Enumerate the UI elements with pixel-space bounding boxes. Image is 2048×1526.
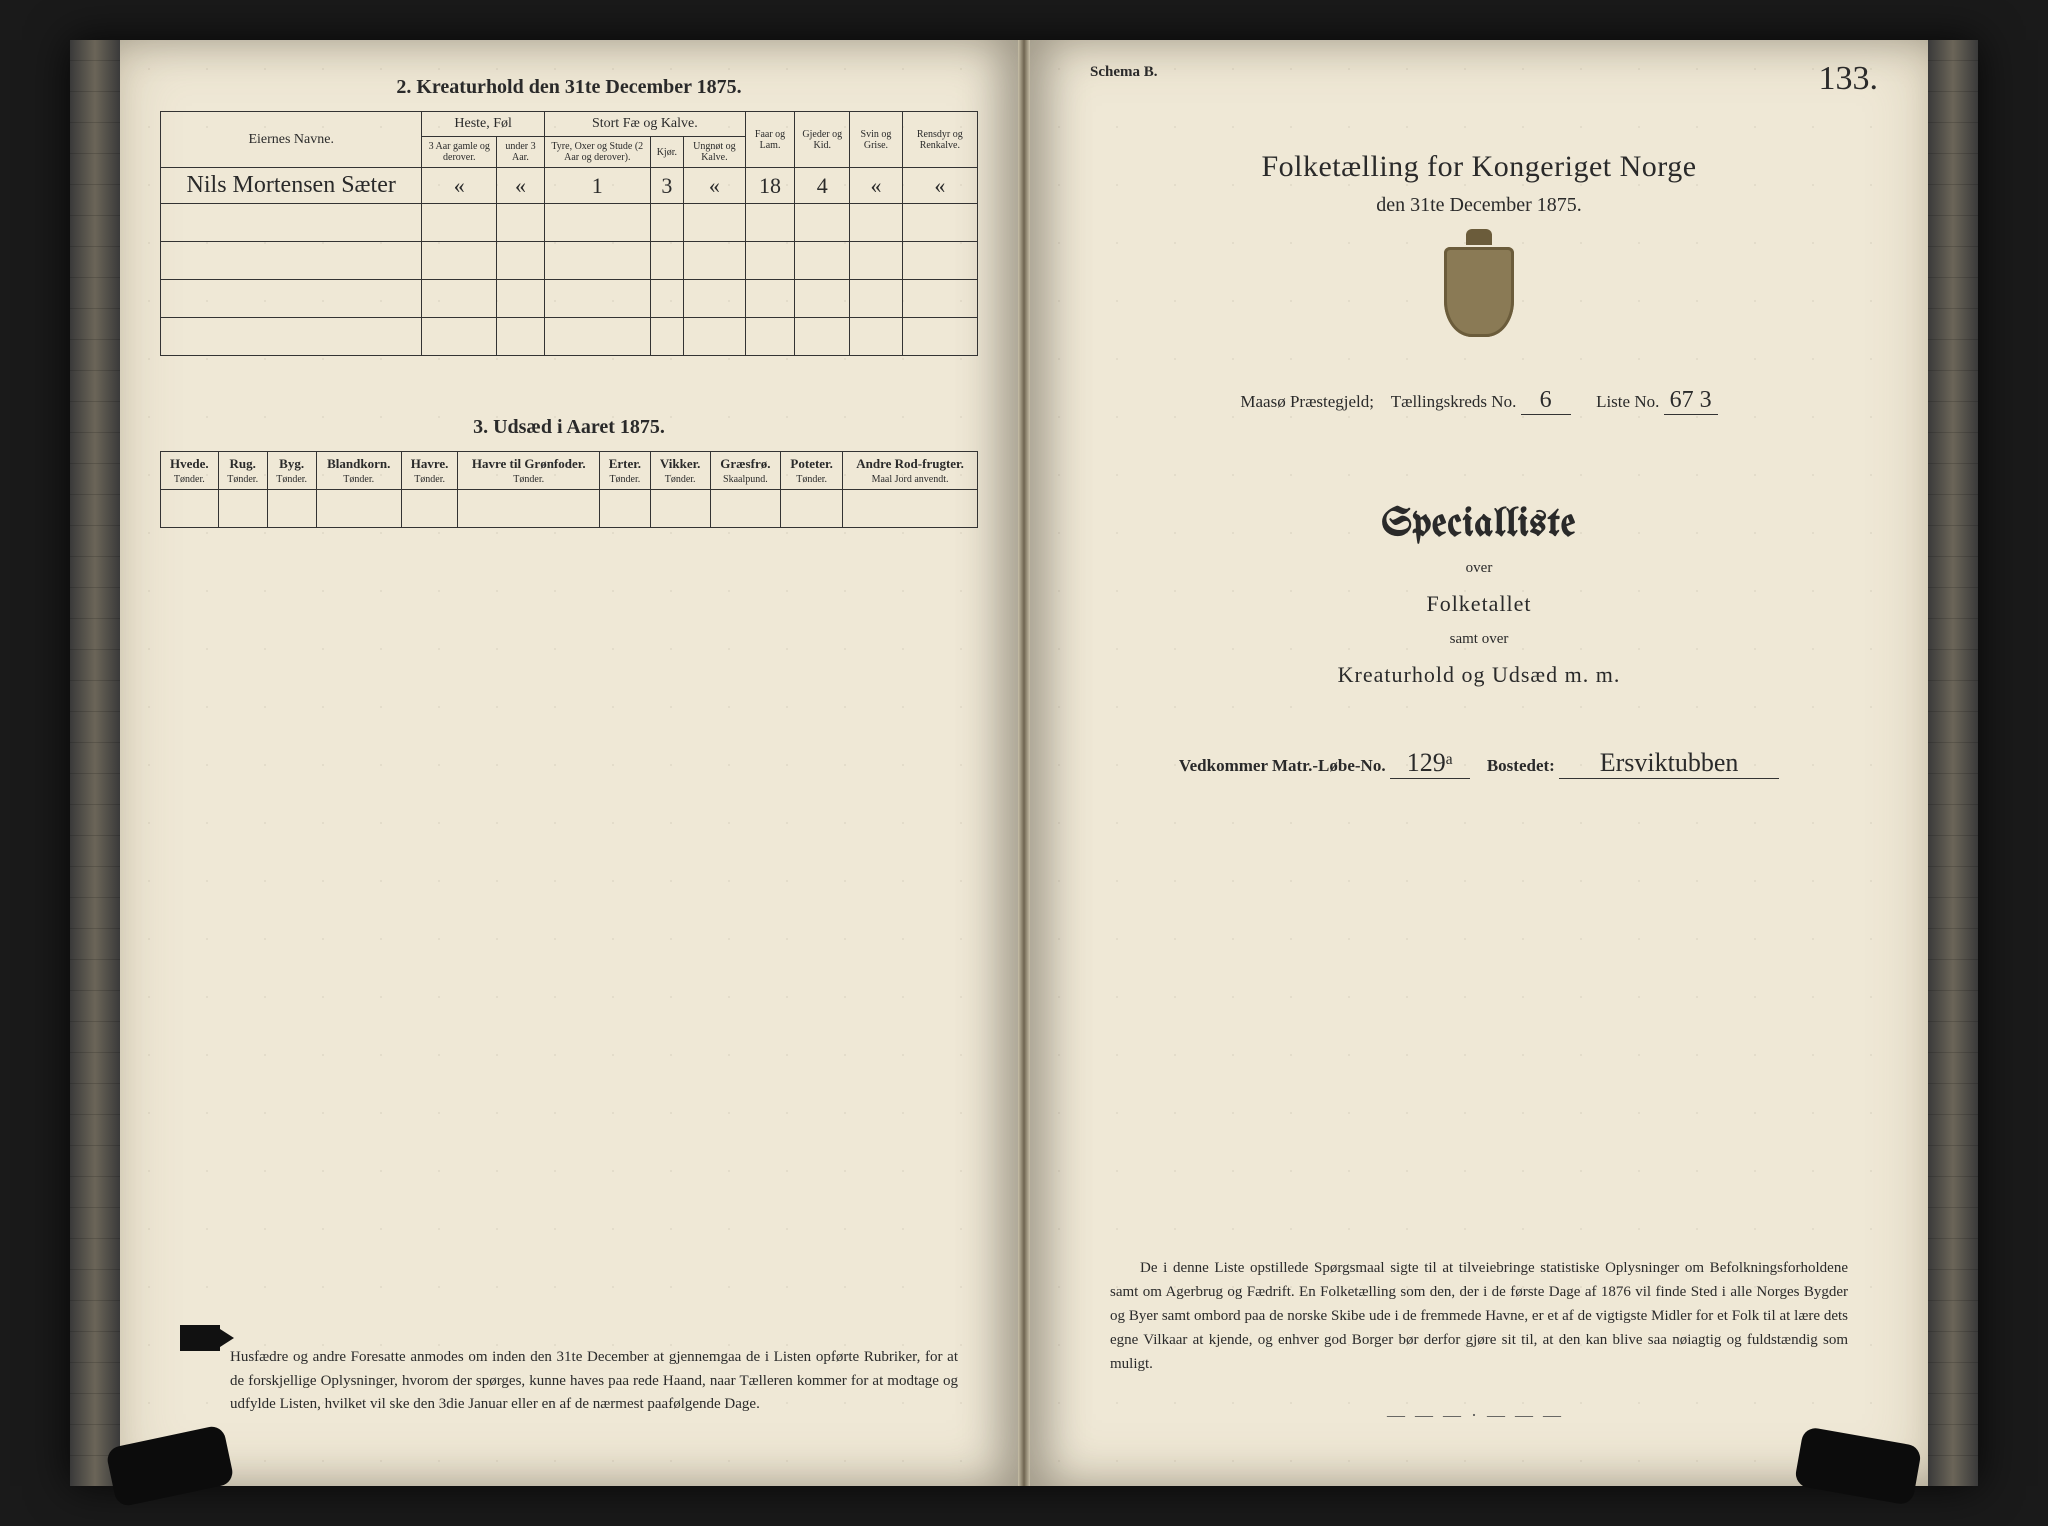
cell: « bbox=[850, 168, 902, 204]
seed-col: Vikker.Tønder. bbox=[650, 452, 710, 490]
liste-label: Liste No. bbox=[1596, 392, 1659, 411]
specialliste-heading: Specialliste bbox=[1070, 505, 1888, 546]
seed-col: Andre Rod-frugter.Maal Jord anvendt. bbox=[843, 452, 978, 490]
matr-value: 129ᵃ bbox=[1390, 748, 1470, 779]
livestock-table: Eiernes Navne. Heste, Føl Stort Fæ og Ka… bbox=[160, 111, 978, 356]
pointing-hand-icon bbox=[180, 1325, 220, 1351]
right-paragraph: De i denne Liste opstillede Spørgsmaal s… bbox=[1110, 1256, 1848, 1376]
census-subtitle: den 31te December 1875. bbox=[1070, 194, 1888, 217]
seed-col: Rug.Tønder. bbox=[218, 452, 267, 490]
seed-col: Poteter.Tønder. bbox=[781, 452, 843, 490]
specialliste-block: Specialliste over Folketallet samt over … bbox=[1070, 505, 1888, 688]
cell bbox=[650, 490, 710, 528]
col-owner-name: Eiernes Navne. bbox=[161, 112, 422, 168]
cell bbox=[781, 490, 843, 528]
cell: « bbox=[683, 168, 745, 204]
cell bbox=[161, 490, 219, 528]
cell: 4 bbox=[795, 168, 850, 204]
col-sheep: Faar og Lam. bbox=[745, 112, 794, 168]
open-book: 2. Kreaturhold den 31te December 1875. E… bbox=[70, 40, 1978, 1486]
seed-col: Erter.Tønder. bbox=[600, 452, 651, 490]
census-title: Folketælling for Kongeriget Norge bbox=[1070, 150, 1888, 184]
cell bbox=[600, 490, 651, 528]
liste-value: 67 3 bbox=[1664, 387, 1718, 415]
cell bbox=[458, 490, 600, 528]
table-row bbox=[161, 204, 978, 242]
col-group-cattle: Stort Fæ og Kalve. bbox=[544, 112, 745, 137]
col-group-horses: Heste, Føl bbox=[422, 112, 544, 137]
col-horses-young: under 3 Aar. bbox=[497, 137, 545, 168]
table-row bbox=[161, 318, 978, 356]
special-kreatur: Kreaturhold og Udsæd m. m. bbox=[1070, 662, 1888, 688]
owner-name-cell: Nils Mortensen Sæter bbox=[161, 168, 422, 204]
left-page: 2. Kreaturhold den 31te December 1875. E… bbox=[120, 40, 1018, 1486]
bosted-label: Bostedet: bbox=[1487, 756, 1555, 775]
special-samt: samt over bbox=[1070, 631, 1888, 648]
matr-label: Vedkommer Matr.-Løbe-No. bbox=[1179, 756, 1386, 775]
cell: 3 bbox=[650, 168, 683, 204]
cell bbox=[401, 490, 458, 528]
right-page: Schema B. 133. Folketælling for Kongerig… bbox=[1030, 40, 1928, 1486]
seed-col: Havre til Grønfoder.Tønder. bbox=[458, 452, 600, 490]
cell bbox=[316, 490, 401, 528]
folio-number: 133. bbox=[1819, 60, 1879, 98]
seed-table: Hvede.Tønder.Rug.Tønder.Byg.Tønder.Bland… bbox=[160, 451, 978, 528]
seed-col: Græsfrø.Skaalpund. bbox=[710, 452, 781, 490]
col-cattle-cows: Kjør. bbox=[650, 137, 683, 168]
right-binding bbox=[1928, 40, 1978, 1486]
coat-of-arms-icon bbox=[1444, 247, 1514, 337]
prestegjeld-label: Maasø Præstegjeld; bbox=[1240, 392, 1374, 411]
cell: « bbox=[422, 168, 497, 204]
seed-col: Hvede.Tønder. bbox=[161, 452, 219, 490]
cell bbox=[710, 490, 781, 528]
cell bbox=[843, 490, 978, 528]
section3: 3. Udsæd i Aaret 1875. Hvede.Tønder.Rug.… bbox=[160, 416, 978, 528]
table-row bbox=[161, 490, 978, 528]
book-spine bbox=[1018, 40, 1030, 1486]
cell bbox=[218, 490, 267, 528]
table-row bbox=[161, 280, 978, 318]
cell: « bbox=[902, 168, 977, 204]
matr-line: Vedkommer Matr.-Løbe-No. 129ᵃ Bostedet: … bbox=[1070, 748, 1888, 779]
schema-label: Schema B. bbox=[1090, 64, 1158, 81]
seed-col: Byg.Tønder. bbox=[267, 452, 316, 490]
col-pigs: Svin og Grise. bbox=[850, 112, 902, 168]
table-row: Nils Mortensen Sæter « « 1 3 « 18 4 « « bbox=[161, 168, 978, 204]
cell bbox=[267, 490, 316, 528]
col-goats: Gjeder og Kid. bbox=[795, 112, 850, 168]
seed-col: Blandkorn.Tønder. bbox=[316, 452, 401, 490]
special-over: over bbox=[1070, 560, 1888, 577]
cell: « bbox=[497, 168, 545, 204]
section3-title: 3. Udsæd i Aaret 1875. bbox=[160, 416, 978, 439]
table-header-row: Hvede.Tønder.Rug.Tønder.Byg.Tønder.Bland… bbox=[161, 452, 978, 490]
col-cattle-bulls: Tyre, Oxer og Stude (2 Aar og derover). bbox=[544, 137, 650, 168]
special-folketallet: Folketallet bbox=[1070, 591, 1888, 617]
left-binding bbox=[70, 40, 120, 1486]
ornament: ―――·――― bbox=[1030, 1405, 1928, 1426]
col-reindeer: Rensdyr og Renkalve. bbox=[902, 112, 977, 168]
col-horses-old: 3 Aar gamle og derover. bbox=[422, 137, 497, 168]
meta-line: Maasø Præstegjeld; Tællingskreds No. 6 L… bbox=[1070, 387, 1888, 415]
kreds-value: 6 bbox=[1521, 387, 1571, 415]
table-row bbox=[161, 242, 978, 280]
left-footnote: Husfædre og andre Foresatte anmodes om i… bbox=[230, 1346, 958, 1416]
bosted-value: Ersviktubben bbox=[1559, 748, 1779, 779]
seed-col: Havre.Tønder. bbox=[401, 452, 458, 490]
kreds-label: Tællingskreds No. bbox=[1391, 392, 1517, 411]
col-cattle-young: Ungnøt og Kalve. bbox=[683, 137, 745, 168]
cell: 1 bbox=[544, 168, 650, 204]
table-header-row: Eiernes Navne. Heste, Føl Stort Fæ og Ka… bbox=[161, 112, 978, 137]
cell: 18 bbox=[745, 168, 794, 204]
section2-title: 2. Kreaturhold den 31te December 1875. bbox=[160, 76, 978, 99]
